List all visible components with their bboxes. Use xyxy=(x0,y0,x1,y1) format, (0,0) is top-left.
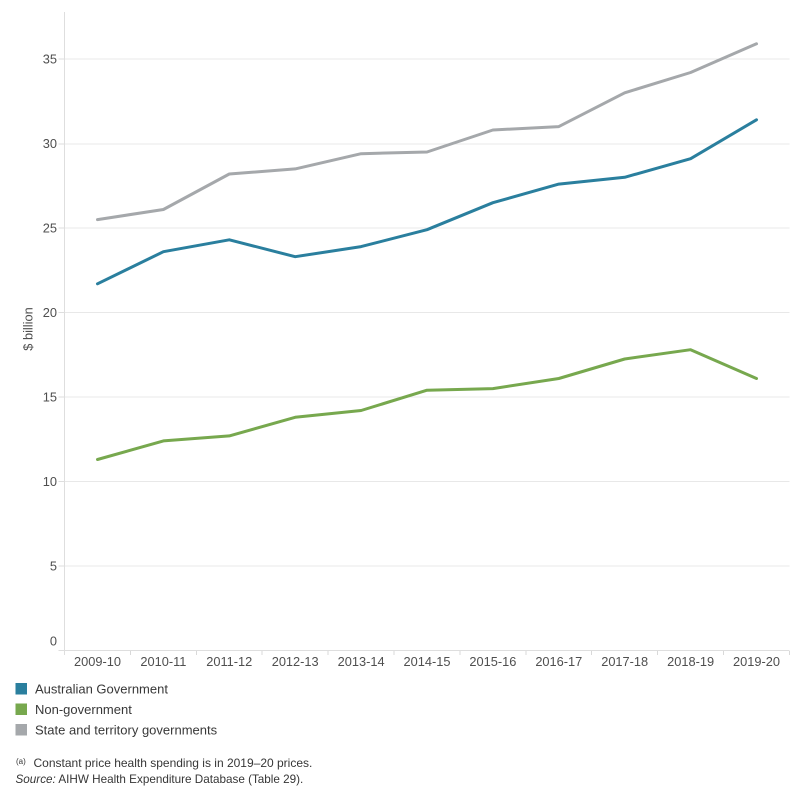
svg-text:2018-19: 2018-19 xyxy=(667,654,714,669)
svg-text:15: 15 xyxy=(43,390,57,405)
svg-text:State and territory government: State and territory governments xyxy=(35,723,218,738)
svg-text:2011-12: 2011-12 xyxy=(206,654,252,669)
svg-text:5: 5 xyxy=(50,559,57,574)
svg-text:2015-16: 2015-16 xyxy=(469,654,516,669)
svg-text:2012-13: 2012-13 xyxy=(272,654,319,669)
svg-text:35: 35 xyxy=(43,52,57,67)
svg-text:Source: AIHW Health Expenditur: Source: AIHW Health Expenditure Database… xyxy=(16,773,304,786)
svg-text:30: 30 xyxy=(43,136,57,151)
svg-text:$ billion: $ billion xyxy=(21,307,36,350)
svg-text:2013-14: 2013-14 xyxy=(338,654,385,669)
svg-text:10: 10 xyxy=(43,474,57,489)
svg-text:Australian Government: Australian Government xyxy=(35,682,168,697)
svg-text:2017-18: 2017-18 xyxy=(601,654,648,669)
svg-text:Non-government: Non-government xyxy=(35,702,132,717)
svg-text:2009-10: 2009-10 xyxy=(74,654,121,669)
svg-text:25: 25 xyxy=(43,221,57,236)
svg-text:2010-11: 2010-11 xyxy=(140,654,186,669)
svg-text:20: 20 xyxy=(43,305,57,320)
svg-text:2014-15: 2014-15 xyxy=(404,654,451,669)
svg-text:Constant price health spending: Constant price health spending is in 201… xyxy=(34,756,313,770)
svg-text:(a): (a) xyxy=(16,757,26,766)
svg-text:2019-20: 2019-20 xyxy=(733,654,780,669)
svg-text:2016-17: 2016-17 xyxy=(535,654,582,669)
svg-text:0: 0 xyxy=(50,634,57,649)
